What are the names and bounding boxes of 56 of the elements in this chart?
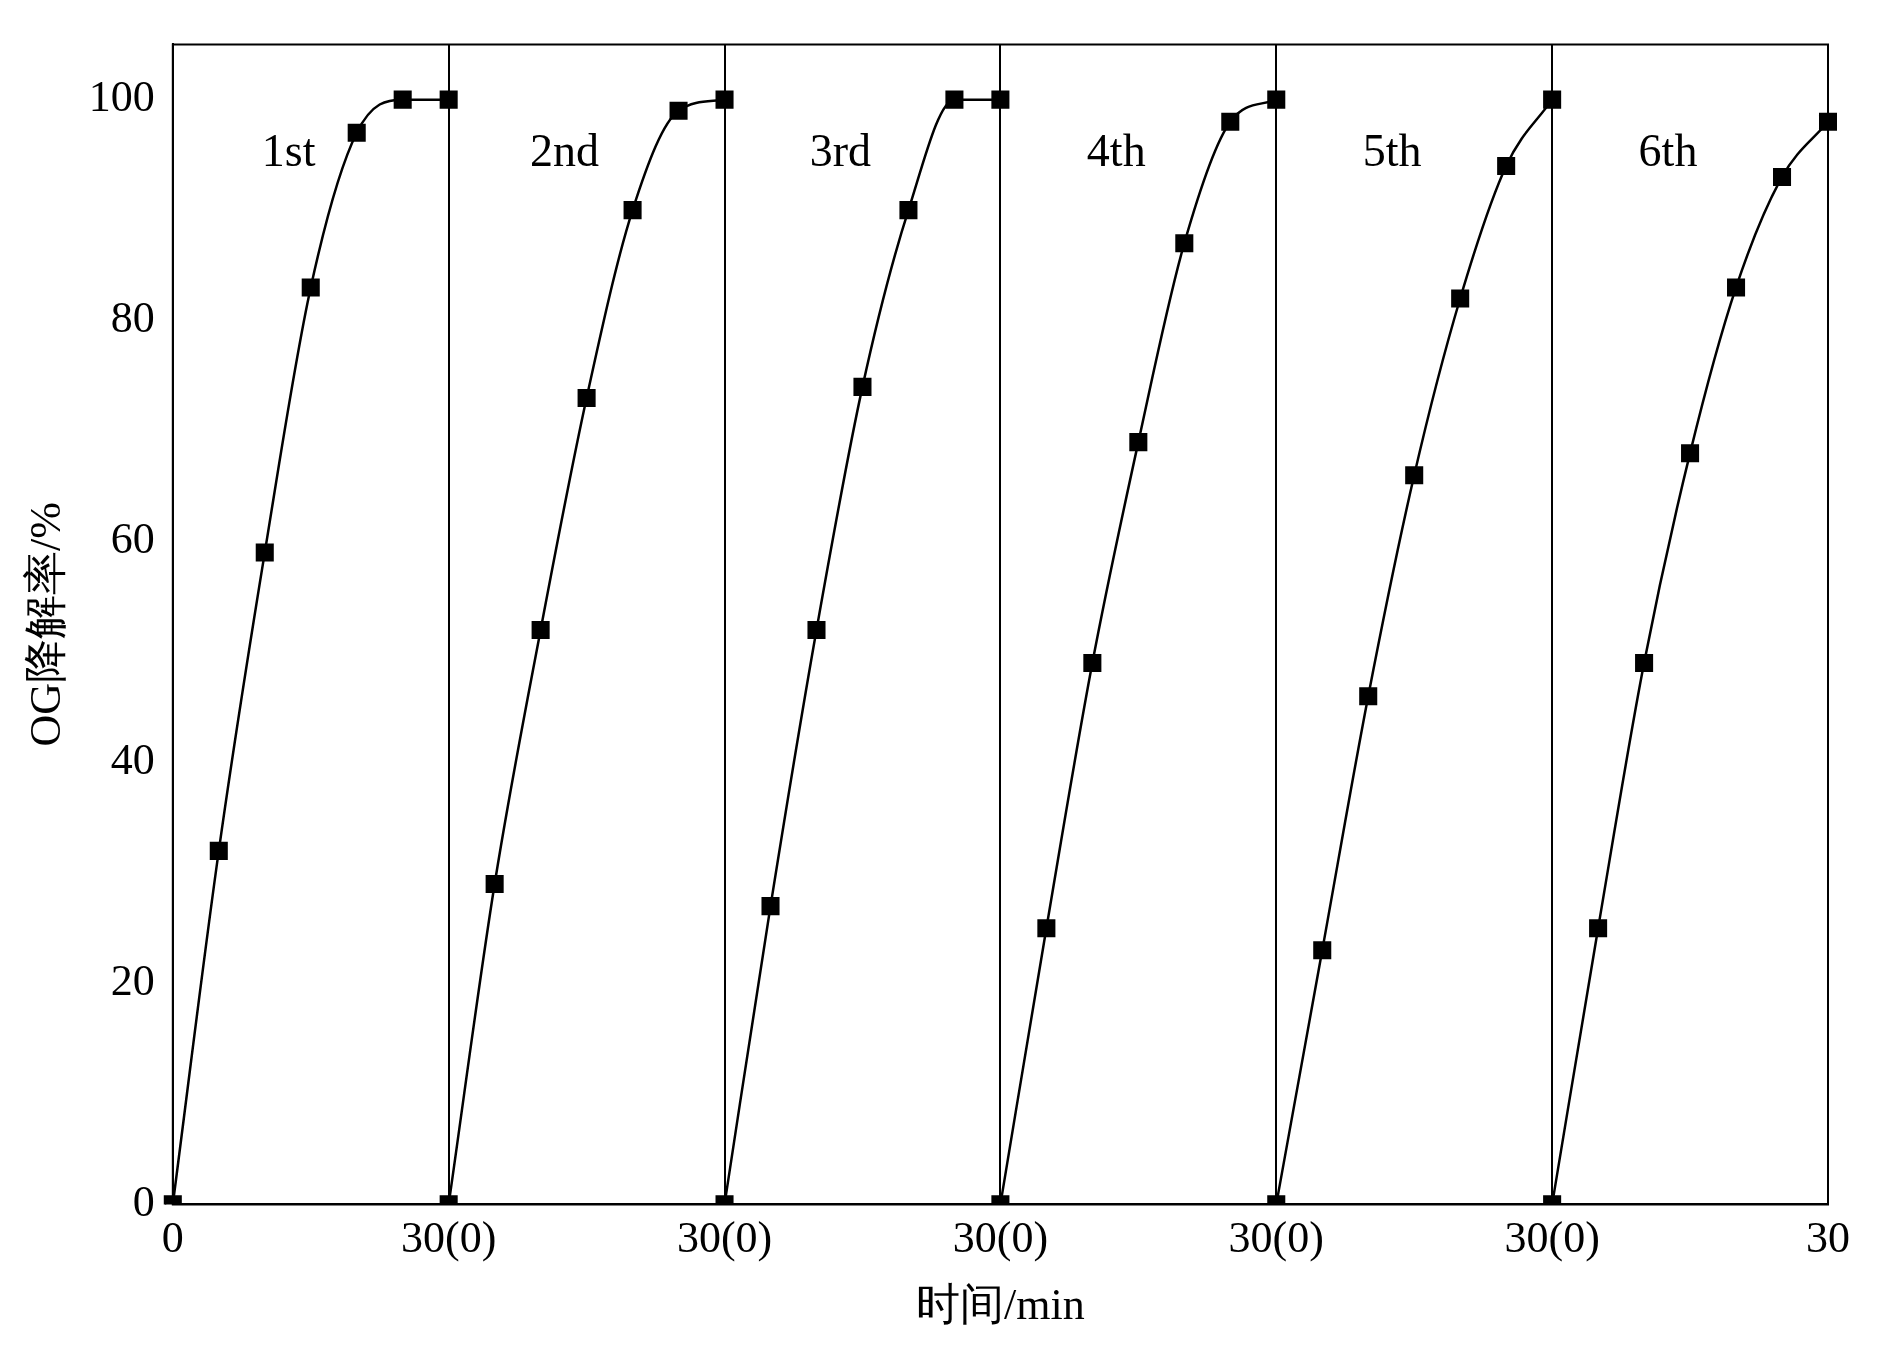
x-tick-label: 30(0): [952, 1213, 1049, 1263]
y-tick-label: 100: [88, 72, 155, 122]
point: [1818, 112, 1838, 131]
point: [347, 123, 366, 142]
x-tick-label: 30(0): [401, 1213, 497, 1263]
y-tick-label: 20: [110, 956, 155, 1006]
point: [1129, 433, 1148, 452]
point: [439, 90, 458, 109]
point: [1681, 444, 1700, 463]
y-axis-title: OG降解率/%: [20, 502, 70, 747]
point: [945, 90, 964, 109]
point: [1772, 167, 1792, 186]
point: [577, 388, 596, 407]
y-tick-label: 60: [110, 514, 155, 564]
point: [1497, 156, 1516, 175]
x-tick-label: 30: [1806, 1213, 1850, 1263]
point: [485, 874, 504, 894]
point: [1451, 289, 1470, 308]
point: [393, 90, 412, 109]
point: [1221, 112, 1240, 131]
x-tick-label: 30(0): [1504, 1213, 1600, 1263]
point: [1313, 941, 1332, 960]
point: [531, 620, 550, 639]
point: [301, 278, 320, 297]
point: [1727, 278, 1746, 297]
point: [623, 201, 642, 220]
annotation: 4th: [1086, 125, 1146, 177]
point: [1589, 919, 1608, 938]
point: [991, 90, 1010, 109]
point: [899, 201, 918, 220]
point: [1175, 234, 1194, 253]
point: [1359, 687, 1378, 706]
point: [807, 620, 826, 639]
point: [1267, 90, 1286, 109]
point: [1635, 654, 1654, 673]
point: [1083, 654, 1102, 673]
y-tick-label: 40: [110, 735, 155, 785]
annotation: 1st: [261, 125, 316, 177]
point: [255, 543, 274, 562]
point: [669, 101, 688, 120]
y-tick-label: 80: [110, 293, 155, 343]
x-tick-label: 30(0): [676, 1213, 773, 1263]
y-tick-label: 0: [132, 1176, 155, 1226]
annotation: 6th: [1638, 125, 1698, 177]
x-tick-label: 30(0): [1228, 1213, 1324, 1263]
point: [715, 90, 734, 109]
point: [1037, 919, 1056, 938]
point: [1405, 466, 1424, 485]
annotation: 2nd: [530, 125, 600, 177]
point: [1543, 90, 1562, 109]
annotation: 5th: [1362, 125, 1422, 177]
point: [209, 841, 228, 860]
x-axis-title: 时间/min: [916, 1280, 1085, 1330]
point: [761, 897, 780, 916]
point: [853, 377, 872, 396]
annotation: 3rd: [809, 125, 872, 177]
